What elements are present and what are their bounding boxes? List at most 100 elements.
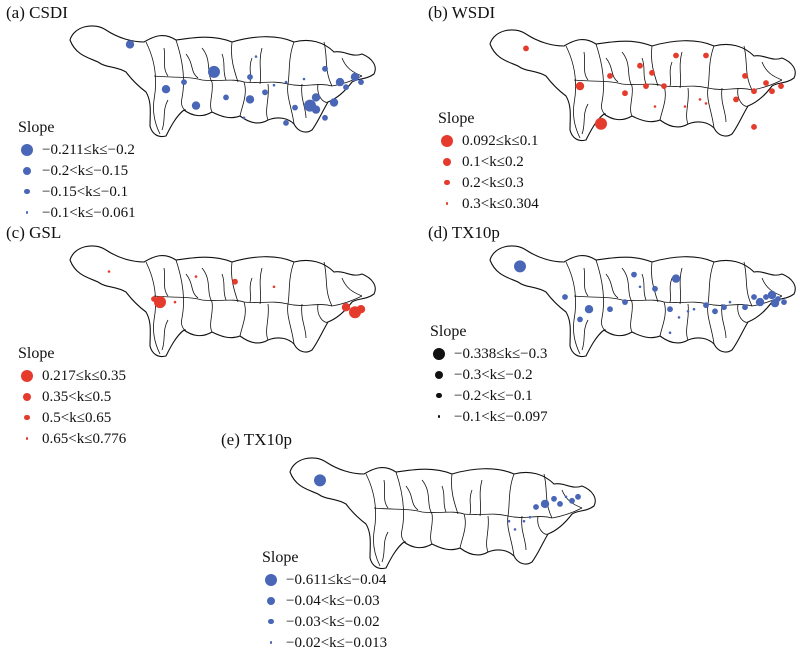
sub-basin-boundary bbox=[641, 57, 647, 85]
sub-basin-boundary bbox=[659, 301, 666, 337]
station-marker bbox=[335, 77, 345, 87]
sub-basin-boundary bbox=[737, 303, 749, 323]
station-marker bbox=[770, 298, 780, 308]
sub-basin-boundary bbox=[249, 57, 253, 83]
legend-symbol bbox=[430, 347, 448, 360]
station-marker bbox=[769, 88, 775, 95]
sub-basin-boundary bbox=[145, 41, 161, 135]
station-marker bbox=[514, 260, 526, 273]
sub-basin-boundary bbox=[373, 507, 583, 519]
sub-basin-boundary bbox=[323, 261, 333, 307]
sub-basin-boundary bbox=[707, 261, 715, 305]
station-marker bbox=[314, 474, 326, 487]
sub-basin-boundary bbox=[317, 303, 329, 323]
station-marker bbox=[569, 497, 575, 504]
station-marker bbox=[763, 80, 769, 86]
sub-basin-boundary bbox=[441, 485, 447, 513]
legend-item: 0.3<k≤0.304 bbox=[438, 193, 539, 214]
sub-basin-boundary bbox=[395, 471, 407, 543]
legend: Slope 0.217≤k≤0.35 0.35<k≤0.5 0.5<k≤0.65 0.6… bbox=[18, 344, 126, 449]
station-marker bbox=[283, 120, 289, 126]
sub-basin-boundary bbox=[595, 259, 607, 331]
station-marker bbox=[643, 83, 649, 89]
legend-symbol bbox=[430, 370, 448, 379]
legend-item: −0.1<k≤−0.061 bbox=[18, 202, 136, 223]
sub-basin-boundary bbox=[266, 303, 269, 341]
legend-item: −0.3<k≤−0.2 bbox=[430, 364, 548, 385]
station-marker bbox=[181, 79, 187, 85]
panel-title: (c) GSL bbox=[6, 223, 62, 242]
sub-basin-boundary bbox=[583, 267, 589, 297]
map-basin bbox=[69, 245, 376, 358]
sub-basin-boundary bbox=[221, 273, 227, 301]
station-marker bbox=[622, 299, 628, 305]
sub-basin-boundary bbox=[486, 515, 489, 553]
sub-basin-boundary bbox=[210, 81, 213, 113]
map-basin bbox=[69, 25, 376, 138]
station-marker bbox=[751, 294, 757, 300]
station-marker bbox=[528, 515, 532, 519]
legend-title: Slope bbox=[438, 110, 475, 127]
sub-basin-boundary bbox=[365, 473, 381, 567]
station-marker bbox=[622, 90, 628, 97]
legend-symbol bbox=[18, 369, 36, 382]
station-marker bbox=[755, 297, 765, 307]
sub-basin-boundary bbox=[737, 87, 749, 107]
sub-basin-boundary bbox=[221, 53, 227, 81]
sub-basin-boundary bbox=[459, 513, 466, 549]
station-marker bbox=[322, 114, 328, 121]
legend-item: −0.03<k≤−0.02 bbox=[262, 611, 387, 632]
station-marker bbox=[661, 83, 667, 89]
station-marker bbox=[341, 303, 351, 312]
station-marker bbox=[247, 74, 253, 80]
legend-label: −0.2<k≤−0.15 bbox=[42, 162, 129, 179]
legend-item: 0.5<k≤0.65 bbox=[18, 407, 126, 428]
sub-basin-boundary bbox=[153, 75, 363, 87]
station-marker bbox=[595, 117, 607, 130]
sub-basin-boundary bbox=[175, 39, 187, 111]
station-marker bbox=[107, 270, 111, 273]
legend-title: Slope bbox=[18, 119, 55, 136]
station-marker bbox=[698, 98, 702, 101]
legend-symbol bbox=[18, 211, 36, 214]
station-marker bbox=[523, 45, 529, 52]
legend-label: 0.1<k≤0.2 bbox=[462, 153, 524, 170]
legend-symbol bbox=[430, 392, 448, 399]
station-marker bbox=[272, 83, 276, 87]
station-marker bbox=[649, 69, 655, 76]
sub-basin-boundary bbox=[323, 41, 333, 87]
station-marker bbox=[667, 306, 673, 313]
station-marker bbox=[692, 307, 696, 311]
sub-basin-boundary bbox=[287, 41, 295, 85]
station-marker bbox=[751, 124, 757, 130]
sub-basin-boundary bbox=[161, 99, 169, 131]
station-marker bbox=[637, 62, 643, 69]
station-marker bbox=[703, 302, 709, 309]
legend-label: 0.65<k≤0.776 bbox=[42, 430, 127, 447]
station-marker bbox=[704, 102, 708, 105]
legend-symbol bbox=[18, 437, 36, 440]
station-marker bbox=[540, 499, 550, 509]
legend-item: 0.092≤k≤0.1 bbox=[438, 130, 539, 151]
station-marker bbox=[751, 88, 757, 95]
sub-basin-boundary bbox=[287, 303, 295, 345]
station-marker bbox=[292, 104, 298, 111]
station-marker bbox=[742, 73, 748, 79]
sub-basin-boundary bbox=[565, 261, 581, 355]
sub-basin-boundary bbox=[301, 83, 307, 119]
station-marker bbox=[302, 77, 306, 81]
station-marker bbox=[686, 310, 690, 313]
legend-item: −0.611≤k≤−0.04 bbox=[262, 569, 387, 590]
legend: Slope −0.211≤k≤−0.2 −0.2<k≤−0.15 −0.15<k≤−0… bbox=[18, 118, 136, 223]
sub-basin-boundary bbox=[621, 267, 633, 303]
legend-symbol bbox=[438, 179, 456, 186]
legend-label: 0.217≤k≤0.35 bbox=[42, 367, 126, 384]
sub-basin-boundary bbox=[210, 301, 213, 333]
legend-symbol bbox=[430, 415, 448, 418]
station-marker bbox=[742, 304, 748, 311]
legend-item: −0.211≤k≤−0.2 bbox=[18, 139, 136, 160]
sub-basin-boundary bbox=[266, 83, 269, 121]
station-marker bbox=[311, 105, 321, 114]
sub-basin-boundary bbox=[185, 273, 199, 299]
station-marker bbox=[733, 96, 739, 103]
